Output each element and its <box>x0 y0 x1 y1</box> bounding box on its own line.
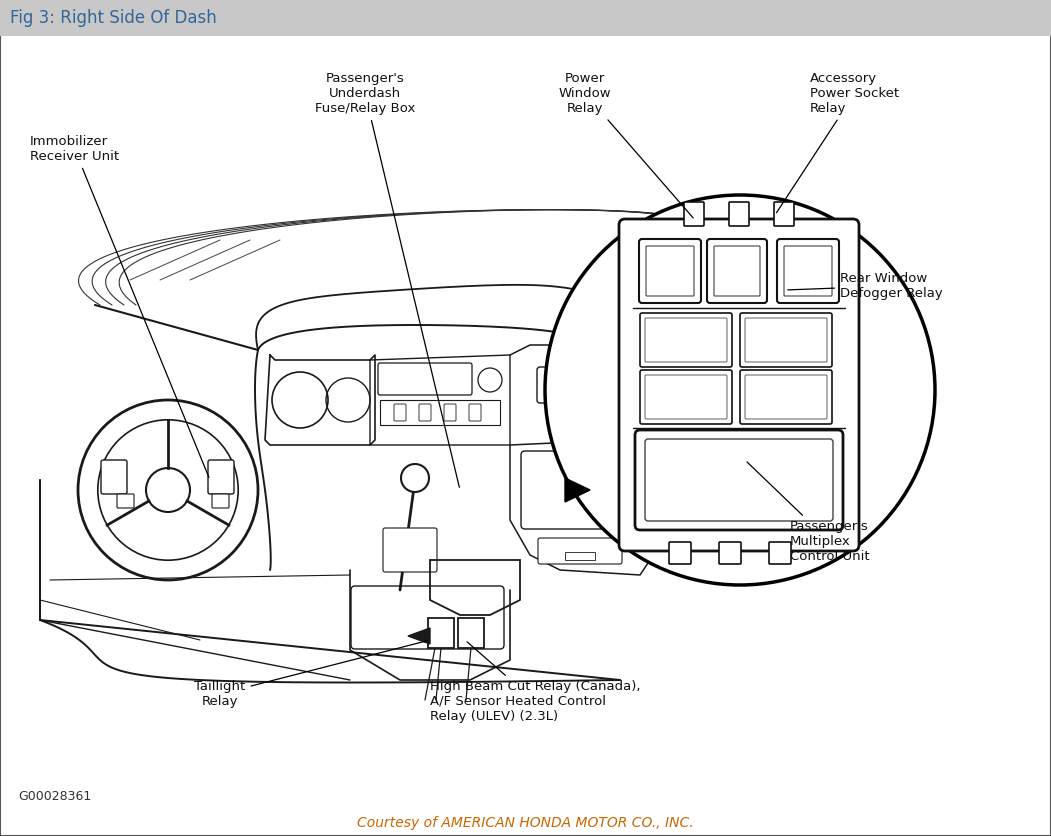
Text: High Beam Cut Relay (Canada),
A/F Sensor Heated Control
Relay (ULEV) (2.3L): High Beam Cut Relay (Canada), A/F Sensor… <box>430 642 640 723</box>
FancyBboxPatch shape <box>745 375 827 419</box>
FancyBboxPatch shape <box>117 494 133 508</box>
FancyBboxPatch shape <box>537 367 623 403</box>
FancyBboxPatch shape <box>565 552 595 560</box>
FancyBboxPatch shape <box>444 404 456 421</box>
FancyBboxPatch shape <box>640 370 731 424</box>
FancyBboxPatch shape <box>212 494 229 508</box>
FancyBboxPatch shape <box>645 318 727 362</box>
Text: Passenger's
Underdash
Fuse/Relay Box: Passenger's Underdash Fuse/Relay Box <box>315 72 459 487</box>
FancyBboxPatch shape <box>635 430 843 530</box>
Circle shape <box>146 468 190 512</box>
Text: Courtesy of AMERICAN HONDA MOTOR CO., INC.: Courtesy of AMERICAN HONDA MOTOR CO., IN… <box>357 816 694 830</box>
Circle shape <box>545 195 935 585</box>
FancyBboxPatch shape <box>745 318 827 362</box>
Text: Fig 3: Right Side Of Dash: Fig 3: Right Side Of Dash <box>11 9 217 27</box>
FancyBboxPatch shape <box>419 404 431 421</box>
Polygon shape <box>565 478 590 502</box>
Text: G00028361: G00028361 <box>18 790 91 803</box>
FancyBboxPatch shape <box>777 239 839 303</box>
Text: Power
Window
Relay: Power Window Relay <box>559 72 694 218</box>
FancyBboxPatch shape <box>538 538 622 564</box>
FancyBboxPatch shape <box>521 451 639 529</box>
FancyBboxPatch shape <box>351 586 504 649</box>
FancyBboxPatch shape <box>640 313 731 367</box>
FancyBboxPatch shape <box>684 202 704 226</box>
FancyBboxPatch shape <box>740 370 832 424</box>
FancyBboxPatch shape <box>458 618 485 648</box>
FancyBboxPatch shape <box>380 400 500 425</box>
FancyBboxPatch shape <box>774 202 794 226</box>
FancyBboxPatch shape <box>428 618 454 648</box>
FancyBboxPatch shape <box>0 0 1051 36</box>
FancyBboxPatch shape <box>619 219 859 551</box>
Text: Immobilizer
Receiver Unit: Immobilizer Receiver Unit <box>30 135 209 477</box>
FancyBboxPatch shape <box>714 246 760 296</box>
Polygon shape <box>408 628 430 644</box>
FancyBboxPatch shape <box>645 439 833 521</box>
FancyBboxPatch shape <box>784 246 832 296</box>
Text: Accessory
Power Socket
Relay: Accessory Power Socket Relay <box>777 72 899 212</box>
FancyBboxPatch shape <box>769 542 791 564</box>
Text: Rear Window
Defogger Relay: Rear Window Defogger Relay <box>788 272 943 300</box>
FancyBboxPatch shape <box>669 542 691 564</box>
FancyBboxPatch shape <box>639 239 701 303</box>
FancyBboxPatch shape <box>740 313 832 367</box>
FancyBboxPatch shape <box>719 542 741 564</box>
Circle shape <box>401 464 429 492</box>
FancyBboxPatch shape <box>469 404 481 421</box>
FancyBboxPatch shape <box>645 375 727 419</box>
FancyBboxPatch shape <box>707 239 767 303</box>
Text: Passenger's
Multiplex
Control Unit: Passenger's Multiplex Control Unit <box>747 462 869 563</box>
FancyBboxPatch shape <box>394 404 406 421</box>
FancyBboxPatch shape <box>729 202 749 226</box>
FancyBboxPatch shape <box>383 528 437 572</box>
FancyBboxPatch shape <box>646 246 694 296</box>
Text: Taillight
Relay: Taillight Relay <box>194 640 428 708</box>
FancyBboxPatch shape <box>101 460 127 494</box>
FancyBboxPatch shape <box>378 363 472 395</box>
FancyBboxPatch shape <box>208 460 234 494</box>
